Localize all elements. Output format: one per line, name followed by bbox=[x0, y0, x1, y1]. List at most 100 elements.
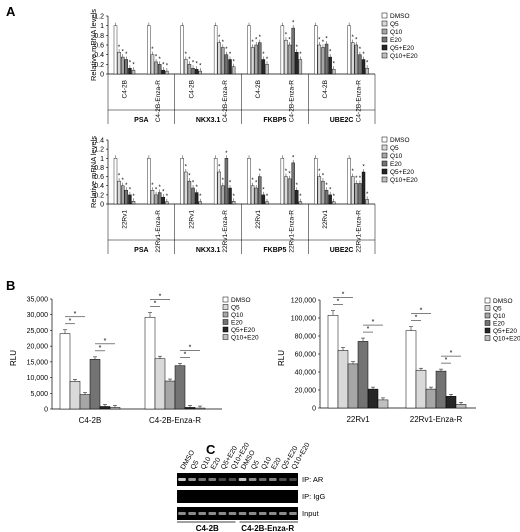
significance-mark: * bbox=[229, 52, 232, 58]
bar bbox=[154, 61, 158, 75]
bar bbox=[157, 64, 162, 75]
significance-mark: * bbox=[222, 178, 225, 184]
legend-a1-swatch bbox=[381, 12, 388, 19]
gene-label: PSA bbox=[134, 247, 148, 254]
legend-b2-label: Q5+E20 bbox=[493, 328, 517, 335]
significance-mark: * bbox=[162, 190, 165, 196]
blot-band bbox=[218, 512, 227, 515]
significance-mark: * bbox=[166, 64, 169, 70]
bar bbox=[165, 201, 169, 205]
y-tick-label: 1.4 bbox=[94, 138, 104, 145]
cell-line-label: C4-2B bbox=[188, 80, 195, 98]
legend-a1-label: Q10 bbox=[390, 29, 403, 36]
bar bbox=[405, 330, 417, 409]
significance-mark: * bbox=[225, 47, 228, 53]
bar bbox=[314, 25, 318, 75]
blot-band bbox=[188, 478, 196, 481]
significance-mark: * bbox=[225, 151, 228, 157]
significance-mark: * bbox=[322, 174, 325, 180]
panel-letter-B: B bbox=[6, 278, 15, 293]
significance-mark: * bbox=[450, 350, 453, 357]
bar bbox=[221, 47, 225, 75]
significance-mark: * bbox=[318, 38, 321, 44]
bar bbox=[69, 381, 81, 410]
bar bbox=[247, 158, 251, 205]
bar bbox=[435, 370, 447, 409]
bar bbox=[317, 44, 322, 75]
legend-a2-label: Q10+E20 bbox=[390, 177, 418, 184]
significance-mark: * bbox=[325, 183, 328, 189]
significance-mark: * bbox=[266, 57, 269, 63]
significance-mark: * bbox=[192, 61, 195, 67]
y-axis-title: Relative mRNA levels bbox=[89, 9, 98, 81]
bar bbox=[164, 380, 176, 410]
significance-mark: * bbox=[162, 63, 165, 69]
bar bbox=[194, 407, 206, 410]
legend-b2-label: Q10+E20 bbox=[493, 336, 520, 343]
gene-label: UBE2C bbox=[330, 117, 354, 124]
legend-b1-label: DMSO bbox=[231, 297, 251, 304]
significance-mark: * bbox=[154, 301, 157, 308]
bar bbox=[117, 52, 121, 75]
significance-mark: * bbox=[195, 62, 198, 68]
legend-b2-swatch bbox=[484, 312, 491, 319]
bar bbox=[231, 201, 236, 205]
bar bbox=[154, 194, 158, 205]
significance-mark: * bbox=[366, 61, 369, 67]
legend-b1-label: Q5+E20 bbox=[231, 327, 255, 334]
legend-b2-swatch bbox=[484, 320, 491, 326]
significance-mark: * bbox=[218, 165, 221, 171]
y-axis-title: Relative mRNA levels bbox=[89, 136, 98, 208]
legend-b2-label: Q10 bbox=[493, 313, 506, 320]
legend-b1-swatch bbox=[222, 334, 229, 340]
bar bbox=[347, 158, 351, 205]
significance-mark: * bbox=[132, 63, 135, 69]
bar bbox=[358, 54, 362, 75]
bar bbox=[317, 176, 322, 205]
significance-mark: * bbox=[188, 174, 191, 180]
significance-mark: * bbox=[232, 194, 235, 200]
significance-mark: * bbox=[185, 52, 188, 58]
significance-mark: * bbox=[192, 181, 195, 187]
bar bbox=[254, 44, 258, 75]
bar bbox=[117, 180, 121, 205]
significance-mark: * bbox=[122, 50, 125, 56]
cell-line-label: 22Rv1-Enza-R bbox=[289, 210, 296, 253]
bar bbox=[161, 196, 165, 205]
significance-mark: * bbox=[367, 326, 370, 333]
y-tick-label: 0 bbox=[100, 72, 104, 79]
cell-line-label: 22Rv1 bbox=[322, 210, 329, 229]
bar bbox=[184, 407, 196, 410]
bar bbox=[228, 187, 232, 205]
significance-mark: * bbox=[362, 52, 365, 58]
significance-mark: * bbox=[259, 169, 262, 175]
y-tick-label: 100,000 bbox=[291, 316, 316, 323]
significance-mark: * bbox=[159, 294, 162, 301]
bar bbox=[351, 176, 355, 205]
legend-b1-swatch bbox=[222, 326, 229, 333]
blot-strip bbox=[177, 507, 298, 520]
significance-mark: * bbox=[188, 57, 191, 63]
significance-mark: * bbox=[255, 38, 258, 44]
blot-band bbox=[258, 512, 267, 515]
significance-mark: * bbox=[151, 183, 154, 189]
legend-a2-label: E20 bbox=[390, 161, 402, 168]
bar bbox=[187, 180, 192, 205]
significance-mark: * bbox=[329, 187, 332, 193]
significance-mark: * bbox=[132, 194, 135, 200]
significance-mark: * bbox=[74, 311, 77, 318]
significance-mark: * bbox=[155, 187, 158, 193]
bar bbox=[59, 333, 71, 410]
cell-line-label: C4-2B bbox=[122, 80, 129, 98]
blot-row-label: Input bbox=[302, 509, 320, 518]
bar bbox=[445, 396, 457, 409]
y-tick-label: 80,000 bbox=[295, 334, 317, 341]
significance-mark: * bbox=[125, 183, 128, 189]
blot-band bbox=[208, 512, 217, 515]
bar bbox=[147, 158, 151, 205]
legend-a1-swatch bbox=[381, 20, 388, 27]
significance-mark: * bbox=[189, 344, 192, 351]
legend-b1-label: Q10 bbox=[231, 312, 244, 319]
cell-line-label: C4-2B bbox=[255, 80, 262, 98]
